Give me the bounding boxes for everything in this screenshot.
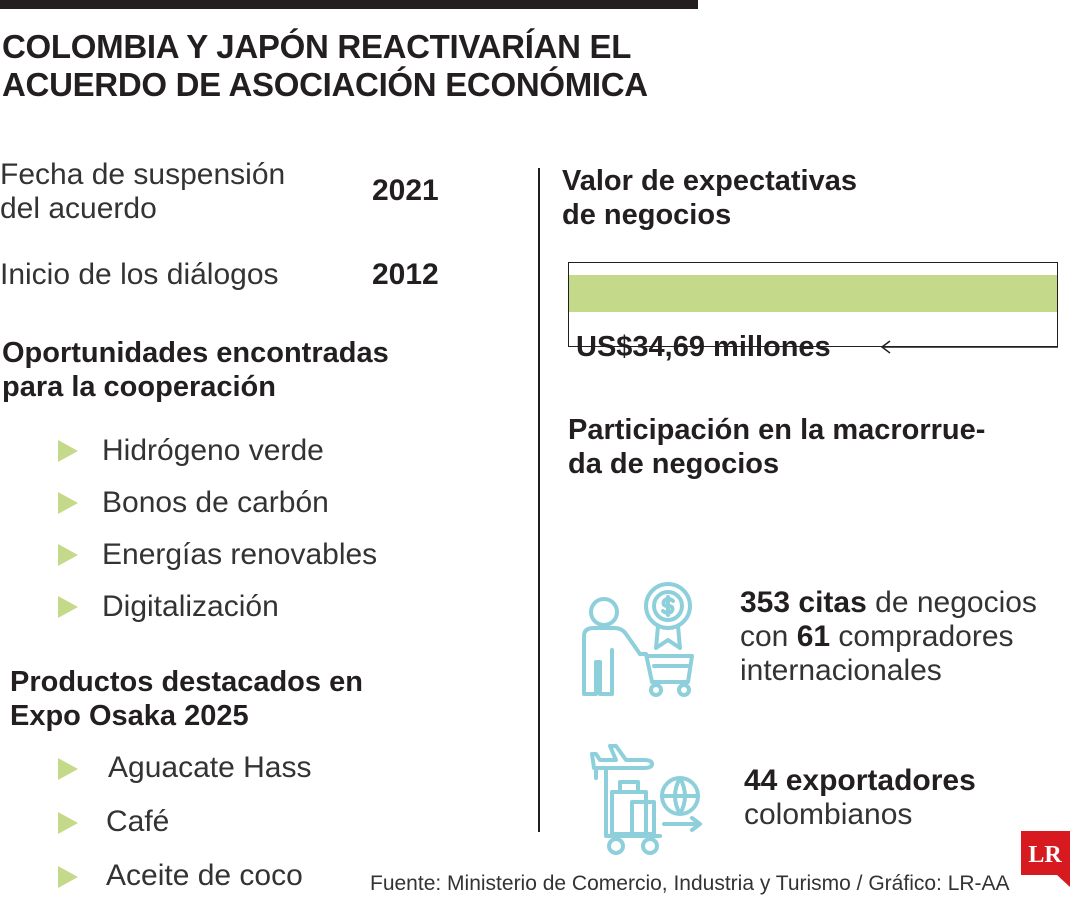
expectations-heading-line-2: de negocios: [562, 199, 732, 231]
list-item: Café: [58, 796, 478, 850]
participation-heading-line-1: Participación en la macrorrue-: [568, 414, 986, 446]
page-title: COLOMBIA Y JAPÓN REACTIVARÍAN EL ACUERDO…: [2, 28, 722, 104]
list-item: Bonos de carbón: [58, 477, 478, 529]
list-item-text: Aguacate Hass: [108, 751, 312, 784]
appointments-text-2-suffix: compradores: [830, 620, 1014, 653]
appointments-text-2-prefix: con: [740, 620, 797, 653]
title-line-1: COLOMBIA Y JAPÓN REACTIVARÍAN EL: [2, 28, 632, 65]
appointments-stat: 353 citas de negocios con 61 compradores…: [740, 586, 1037, 688]
triangle-bullet-icon: [58, 492, 78, 514]
arrow-left-icon: [880, 340, 1058, 354]
expectations-heading: Valor de expectativas de negocios: [562, 164, 857, 232]
products-heading-line-2: Expo Osaka 2025: [10, 700, 249, 732]
participation-heading-line-2: da de negocios: [568, 448, 780, 480]
expectations-bar-frame: [568, 262, 1058, 347]
exporters-count: 44 exportadores: [744, 764, 976, 797]
products-list: Aguacate Hass Café Aceite de coco: [58, 742, 478, 900]
suspension-date-label: Fecha de suspensión del acuerdo: [0, 158, 285, 226]
list-item-text: Café: [106, 805, 170, 838]
appointments-text-1: de negocios: [866, 586, 1037, 619]
products-heading: Productos destacados en Expo Osaka 2025: [10, 665, 363, 733]
opportunities-heading-line-1: Oportunidades encontradas: [2, 337, 389, 369]
expectations-heading-line-1: Valor de expectativas: [562, 165, 857, 197]
top-rule: [0, 0, 698, 9]
buyer-cart-icon: [582, 582, 694, 697]
products-heading-line-1: Productos destacados en: [10, 666, 363, 698]
appointments-word: citas: [798, 586, 867, 619]
list-item-text: Bonos de carbón: [102, 486, 329, 519]
dialogue-start-label: Inicio de los diálogos: [0, 258, 279, 291]
title-line-2: ACUERDO DE ASOCIACIÓN ECONÓMICA: [2, 66, 648, 103]
triangle-bullet-icon: [58, 758, 78, 780]
opportunities-heading: Oportunidades encontradas para la cooper…: [2, 336, 389, 404]
triangle-bullet-icon: [58, 544, 78, 566]
exporters-text: colombianos: [744, 798, 913, 831]
lr-logo: LR: [1021, 831, 1070, 887]
participation-heading: Participación en la macrorrue- da de neg…: [568, 413, 985, 481]
opportunities-list: Hidrógeno verde Bonos de carbón Energías…: [58, 425, 478, 633]
appointments-count: 353: [740, 586, 791, 619]
list-item: Digitalización: [58, 581, 478, 633]
suspension-label-line-2: del acuerdo: [0, 192, 157, 225]
list-item: Energías renovables: [58, 529, 478, 581]
source-note: Fuente: Ministerio de Comercio, Industri…: [370, 872, 1010, 895]
column-divider: [538, 168, 540, 832]
triangle-bullet-icon: [58, 812, 78, 834]
triangle-bullet-icon: [58, 440, 78, 462]
opportunities-heading-line-2: para la cooperación: [2, 371, 276, 403]
svg-text:LR: LR: [1028, 842, 1062, 868]
expectations-value: US$34,69 millones: [576, 331, 831, 363]
dialogue-start-year: 2012: [372, 258, 439, 291]
triangle-bullet-icon: [58, 596, 78, 618]
suspension-year: 2021: [372, 174, 439, 207]
appointments-text-3: internacionales: [740, 654, 942, 687]
list-item: Aguacate Hass: [58, 742, 478, 796]
export-luggage-icon: [590, 744, 702, 855]
list-item-text: Energías renovables: [102, 538, 378, 571]
buyers-count: 61: [796, 620, 831, 653]
list-item-text: Digitalización: [102, 590, 279, 623]
expectations-bar: [569, 275, 1057, 312]
suspension-label-line-1: Fecha de suspensión: [0, 158, 286, 191]
list-item-text: Aceite de coco: [106, 859, 303, 892]
list-item: Aceite de coco: [58, 850, 478, 900]
list-item-text: Hidrógeno verde: [102, 434, 324, 467]
triangle-bullet-icon: [58, 866, 78, 888]
list-item: Hidrógeno verde: [58, 425, 478, 477]
exporters-stat: 44 exportadores colombianos: [744, 764, 976, 832]
